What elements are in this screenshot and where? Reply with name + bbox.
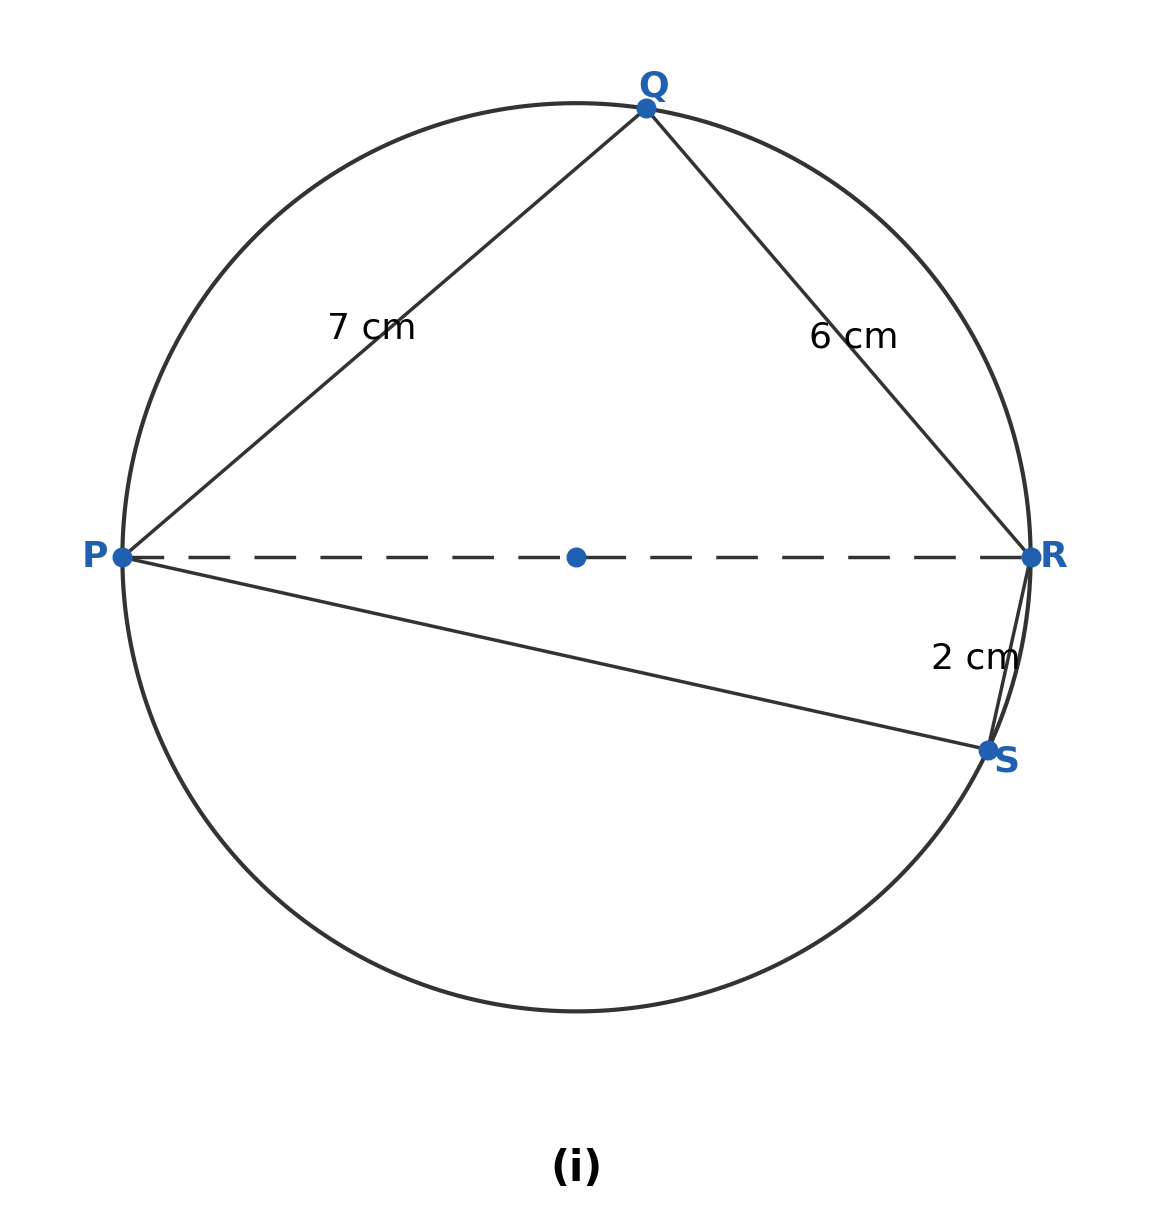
Text: R: R (1040, 540, 1068, 574)
Text: P: P (82, 540, 108, 574)
Text: 2 cm: 2 cm (930, 641, 1020, 675)
Text: S: S (993, 745, 1019, 779)
Point (113, 548, 131, 567)
Point (636, 99, 655, 118)
Point (567, 548, 586, 567)
Point (1022, 548, 1040, 567)
Text: Q: Q (639, 71, 669, 103)
Point (979, 740, 997, 759)
Text: (i): (i) (550, 1148, 603, 1190)
Text: 6 cm: 6 cm (809, 320, 898, 354)
Text: 7 cm: 7 cm (327, 312, 416, 346)
